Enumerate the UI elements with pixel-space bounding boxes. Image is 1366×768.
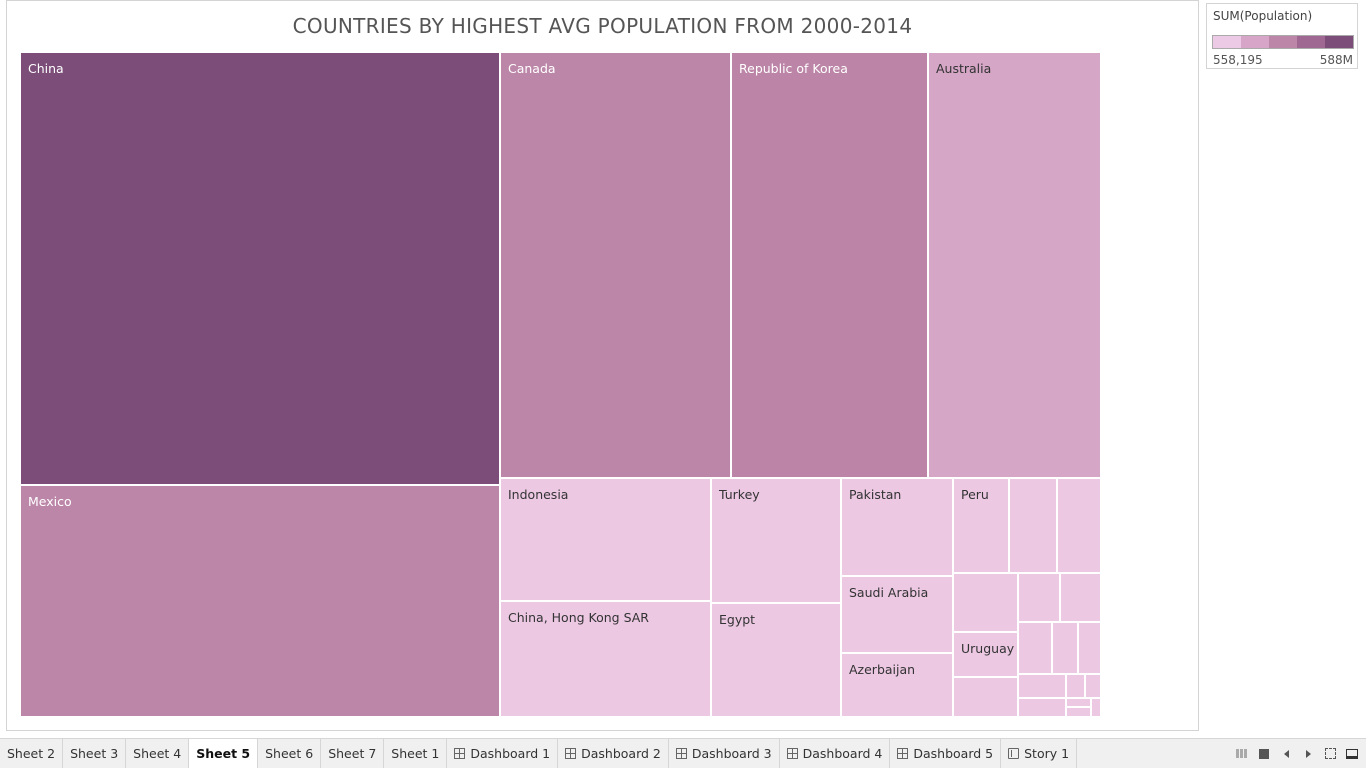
sheet-title: COUNTRIES BY HIGHEST AVG POPULATION FROM… xyxy=(292,14,913,38)
tab-sheet-2[interactable]: Sheet 2 xyxy=(0,739,64,768)
tile-label: Azerbaijan xyxy=(849,662,916,677)
treemap-tile-azerbaijan[interactable]: Azerbaijan xyxy=(841,653,953,717)
treemap-tile-china-hong-kong-sar[interactable]: China, Hong Kong SAR xyxy=(500,601,711,717)
tile-label: Australia xyxy=(936,61,992,76)
tile-label: Saudi Arabia xyxy=(849,585,929,600)
dashboard-icon xyxy=(675,748,687,759)
treemap-tile-unlabeled[interactable] xyxy=(1018,698,1066,717)
tab-sheet-3[interactable]: Sheet 3 xyxy=(63,739,127,768)
treemap-tile-unlabeled[interactable] xyxy=(1060,573,1101,622)
tab-sheet-4[interactable]: Sheet 4 xyxy=(126,739,190,768)
tab-dashboard-5[interactable]: Dashboard 5 xyxy=(890,739,1002,768)
treemap-tile-china[interactable]: China xyxy=(20,52,500,485)
legend-ramp-step xyxy=(1297,36,1325,48)
tile-label: Republic of Korea xyxy=(739,61,848,76)
legend-ramp-step xyxy=(1213,36,1241,48)
story-icon xyxy=(1008,748,1020,759)
tile-label: Canada xyxy=(508,61,556,76)
tab-sheet-7[interactable]: Sheet 7 xyxy=(321,739,385,768)
treemap-tile-uruguay[interactable]: Uruguay xyxy=(953,632,1018,677)
treemap-tile-republic-of-korea[interactable]: Republic of Korea xyxy=(731,52,928,478)
tab-sheet-1[interactable]: Sheet 1 xyxy=(384,739,448,768)
treemap-tile-peru[interactable]: Peru xyxy=(953,478,1009,573)
treemap-tile-unlabeled[interactable] xyxy=(1066,707,1091,717)
tab-label: Dashboard 1 xyxy=(470,746,551,761)
treemap-tile-unlabeled[interactable] xyxy=(1091,698,1101,717)
treemap-tile-australia[interactable]: Australia xyxy=(928,52,1101,478)
sheet-tab-bar: Sheet 2 Sheet 3 Sheet 4 Sheet 5 Sheet 6 Sheet… xyxy=(0,738,1366,768)
tile-label: Indonesia xyxy=(508,487,569,502)
legend-min-label: 558,195 xyxy=(1213,53,1263,67)
tab-label: Dashboard 2 xyxy=(581,746,661,761)
legend-ramp-step xyxy=(1269,36,1297,48)
previous-icon[interactable] xyxy=(1280,748,1292,760)
next-icon[interactable] xyxy=(1302,748,1314,760)
treemap-tile-unlabeled[interactable] xyxy=(1018,674,1066,698)
tab-label: Sheet 2 xyxy=(7,746,56,761)
tile-label: Uruguay xyxy=(961,641,1015,656)
treemap-tile-unlabeled[interactable] xyxy=(1018,622,1052,674)
sheet-tabs: Sheet 2 Sheet 3 Sheet 4 Sheet 5 Sheet 6 Sheet… xyxy=(0,739,1078,768)
treemap-tile-unlabeled[interactable] xyxy=(953,573,1018,632)
treemap-tile-unlabeled[interactable] xyxy=(1078,622,1101,674)
treemap-tile-unlabeled[interactable] xyxy=(1057,478,1101,573)
legend-ramp-step xyxy=(1241,36,1269,48)
legend-title: SUM(Population) xyxy=(1213,9,1313,23)
treemap-tile-unlabeled[interactable] xyxy=(1009,478,1057,573)
fullscreen-icon[interactable] xyxy=(1324,748,1336,760)
tile-label: Peru xyxy=(961,487,989,502)
tab-label: Story 1 xyxy=(1024,746,1070,761)
tab-dashboard-4[interactable]: Dashboard 4 xyxy=(780,739,891,768)
treemap-tile-pakistan[interactable]: Pakistan xyxy=(841,478,953,576)
treemap-tile-unlabeled[interactable] xyxy=(953,677,1018,717)
treemap-tile-mexico[interactable]: Mexico xyxy=(20,485,500,717)
stop-icon[interactable] xyxy=(1258,748,1270,760)
tile-label: Pakistan xyxy=(849,487,902,502)
treemap-tile-unlabeled[interactable] xyxy=(1066,698,1091,707)
legend-max-label: 588M xyxy=(1319,53,1353,67)
tile-label: Mexico xyxy=(28,494,72,509)
tile-label: Egypt xyxy=(719,612,756,627)
treemap-tile-unlabeled[interactable] xyxy=(1018,573,1060,622)
tab-label: Sheet 6 xyxy=(265,746,314,761)
tab-label: Dashboard 4 xyxy=(802,746,883,761)
tab-label: Sheet 5 xyxy=(196,746,251,761)
treemap-tile-unlabeled[interactable] xyxy=(1066,674,1085,698)
tab-dashboard-2[interactable]: Dashboard 2 xyxy=(558,739,669,768)
tab-label: Sheet 3 xyxy=(70,746,119,761)
dashboard-icon xyxy=(786,748,798,759)
treemap-tile-canada[interactable]: Canada xyxy=(500,52,731,478)
tile-label: Turkey xyxy=(719,487,760,502)
dashboard-icon xyxy=(454,748,466,759)
color-legend[interactable]: SUM(Population) 558,195 588M xyxy=(1206,3,1358,69)
tab-label: Sheet 7 xyxy=(328,746,377,761)
tab-label: Sheet 4 xyxy=(133,746,182,761)
tile-label: China xyxy=(28,61,64,76)
presentation-mode-icon[interactable] xyxy=(1346,748,1358,760)
legend-color-ramp xyxy=(1212,35,1354,49)
legend-ramp-step xyxy=(1325,36,1353,48)
treemap-tile-egypt[interactable]: Egypt xyxy=(711,603,841,717)
grid-view-icon[interactable] xyxy=(1236,748,1248,760)
tab-dashboard-3[interactable]: Dashboard 3 xyxy=(669,739,780,768)
dashboard-icon xyxy=(897,748,909,759)
treemap-tile-saudi-arabia[interactable]: Saudi Arabia xyxy=(841,576,953,653)
tile-label: China, Hong Kong SAR xyxy=(508,610,649,625)
tab-dashboard-1[interactable]: Dashboard 1 xyxy=(447,739,559,768)
treemap-tile-unlabeled[interactable] xyxy=(1052,622,1078,674)
treemap-tile-indonesia[interactable]: Indonesia xyxy=(500,478,711,601)
tab-label: Dashboard 5 xyxy=(913,746,994,761)
tab-label: Dashboard 3 xyxy=(691,746,772,761)
treemap-tile-turkey[interactable]: Turkey xyxy=(711,478,841,603)
treemap-tile-unlabeled[interactable] xyxy=(1085,674,1101,698)
tab-sheet-5[interactable]: Sheet 5 xyxy=(189,739,259,768)
view-controls xyxy=(1236,739,1358,768)
dashboard-icon xyxy=(565,748,577,759)
tab-sheet-6[interactable]: Sheet 6 xyxy=(258,739,322,768)
tab-label: Sheet 1 xyxy=(391,746,440,761)
tab-story-1[interactable]: Story 1 xyxy=(1001,739,1078,768)
